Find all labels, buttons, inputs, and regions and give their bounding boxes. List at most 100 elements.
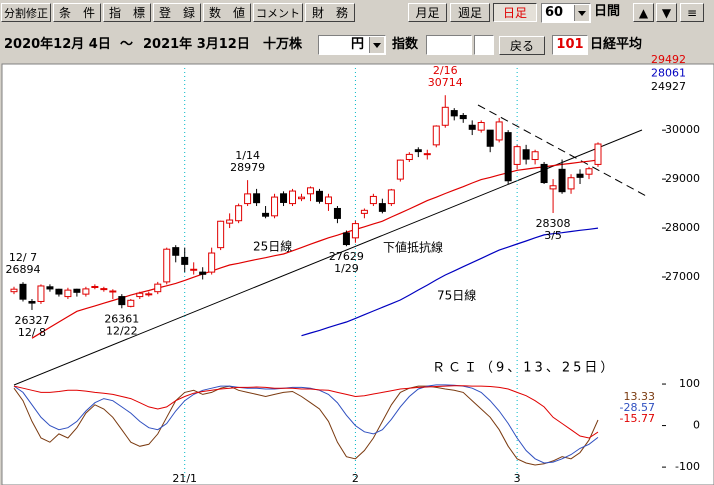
candle-body bbox=[513, 146, 521, 165]
candle-body bbox=[495, 121, 503, 141]
candle-body bbox=[324, 196, 332, 205]
side-value: 28061 bbox=[651, 67, 686, 80]
side-value: 24927 bbox=[651, 80, 686, 93]
input-box[interactable] bbox=[426, 35, 472, 55]
y-tick-label: 30000 bbox=[665, 123, 700, 136]
candle-body bbox=[82, 288, 90, 295]
period-button[interactable]: 週足 bbox=[450, 3, 490, 22]
rci-end-value: 13.33 bbox=[624, 390, 656, 403]
rci-line bbox=[13, 384, 599, 464]
candle-body bbox=[369, 195, 377, 205]
candle-body bbox=[28, 300, 36, 304]
tool-button[interactable]: 指 標 bbox=[103, 3, 151, 22]
rci-end-value: -15.77 bbox=[620, 412, 655, 425]
candle-body bbox=[253, 193, 261, 204]
candle-body bbox=[432, 125, 440, 146]
rci-end-value: -28.57 bbox=[620, 401, 655, 414]
dropdown-arrow bbox=[574, 5, 589, 21]
candle-body bbox=[199, 271, 207, 275]
candle-body bbox=[109, 290, 117, 293]
candle-body bbox=[450, 110, 458, 117]
candle-body bbox=[360, 209, 368, 214]
candle-body bbox=[378, 203, 386, 212]
candle-body bbox=[190, 268, 198, 271]
candle-body bbox=[298, 196, 306, 200]
candle-body bbox=[486, 129, 494, 147]
y-tick-label: 0 bbox=[693, 419, 700, 432]
tool-button[interactable]: 分割修正 bbox=[1, 3, 51, 22]
point-date: 12/22 bbox=[106, 324, 138, 337]
period-button[interactable]: 月足 bbox=[408, 3, 447, 22]
candle-body bbox=[315, 190, 323, 202]
annotation: 75日線 bbox=[437, 288, 476, 303]
candle-body bbox=[100, 288, 108, 291]
y-tick-label: -100 bbox=[675, 460, 700, 473]
point-date: 12/ 8 bbox=[18, 326, 46, 339]
x-tick-label: 2 bbox=[352, 472, 359, 485]
point-date: 1/29 bbox=[334, 262, 359, 275]
point-value: 30714 bbox=[428, 76, 463, 89]
candle-body bbox=[351, 223, 359, 239]
nav-button[interactable]: ≡ bbox=[680, 3, 704, 22]
candle-body bbox=[558, 168, 566, 193]
range-separator: ～ bbox=[120, 37, 134, 52]
candle-body bbox=[19, 283, 27, 300]
tool-button[interactable]: コメント bbox=[253, 3, 303, 22]
tool-button[interactable]: 登 録 bbox=[153, 3, 201, 22]
candle-body bbox=[262, 212, 270, 217]
moving-average bbox=[301, 227, 599, 337]
x-tick-label: 21/1 bbox=[172, 472, 197, 485]
point-date: 3/5 bbox=[544, 229, 562, 242]
chart-background bbox=[1, 63, 714, 485]
candle-body bbox=[271, 196, 279, 217]
point-date: 12/ 7 bbox=[9, 251, 37, 264]
candle-body bbox=[342, 232, 350, 246]
range-to: 2021年 3月12日 bbox=[143, 37, 250, 52]
candle-body bbox=[289, 190, 297, 205]
candle-body bbox=[208, 252, 216, 273]
nav-button[interactable]: ▲ bbox=[633, 3, 654, 22]
candle-body bbox=[280, 193, 288, 203]
input-box[interactable] bbox=[474, 35, 494, 55]
candle-body bbox=[73, 288, 81, 293]
days-select[interactable]: 60 bbox=[541, 3, 591, 23]
candle-body bbox=[127, 299, 135, 307]
code-box: 101 bbox=[552, 35, 588, 55]
candle-body bbox=[91, 285, 99, 288]
tool-button[interactable]: 条 件 bbox=[53, 3, 101, 22]
y-tick-label: 27000 bbox=[665, 270, 700, 283]
candle-body bbox=[10, 288, 18, 293]
candle-body bbox=[55, 288, 63, 295]
x-tick-label: 3 bbox=[514, 472, 521, 485]
annotation: 下値抵抗線 bbox=[383, 240, 443, 255]
point-value: 26361 bbox=[104, 312, 139, 325]
back-button[interactable]: 戻る bbox=[499, 36, 545, 55]
volume-unit: 十万株 bbox=[263, 37, 303, 52]
candle-body bbox=[244, 193, 252, 205]
candle-body bbox=[163, 248, 171, 283]
point-value: 28979 bbox=[230, 161, 265, 174]
candle-body bbox=[46, 286, 54, 290]
candle-body bbox=[531, 151, 539, 161]
period-button[interactable]: 日足 bbox=[493, 3, 537, 22]
side-value: 29492 bbox=[651, 53, 686, 66]
support-line bbox=[13, 129, 643, 386]
candle-body bbox=[540, 163, 548, 184]
days-value: 60 bbox=[545, 5, 564, 20]
candle-body bbox=[468, 124, 476, 130]
candle-body bbox=[181, 256, 189, 265]
candle-body bbox=[396, 159, 404, 180]
candle-body bbox=[405, 153, 413, 161]
candle-body bbox=[226, 219, 234, 224]
candle-body bbox=[522, 149, 530, 160]
nav-button[interactable]: ▼ bbox=[656, 3, 677, 22]
point-value: 26327 bbox=[14, 314, 49, 327]
currency-select[interactable]: 円 bbox=[318, 35, 386, 55]
rci-title: ＲＣＩ（9、13、25日） bbox=[432, 361, 616, 376]
tool-button[interactable]: 財 務 bbox=[305, 3, 355, 22]
candle-body bbox=[459, 114, 467, 120]
y-tick-label: 100 bbox=[679, 377, 700, 390]
tool-button[interactable]: 数 値 bbox=[203, 3, 251, 22]
candle-body bbox=[64, 289, 72, 298]
